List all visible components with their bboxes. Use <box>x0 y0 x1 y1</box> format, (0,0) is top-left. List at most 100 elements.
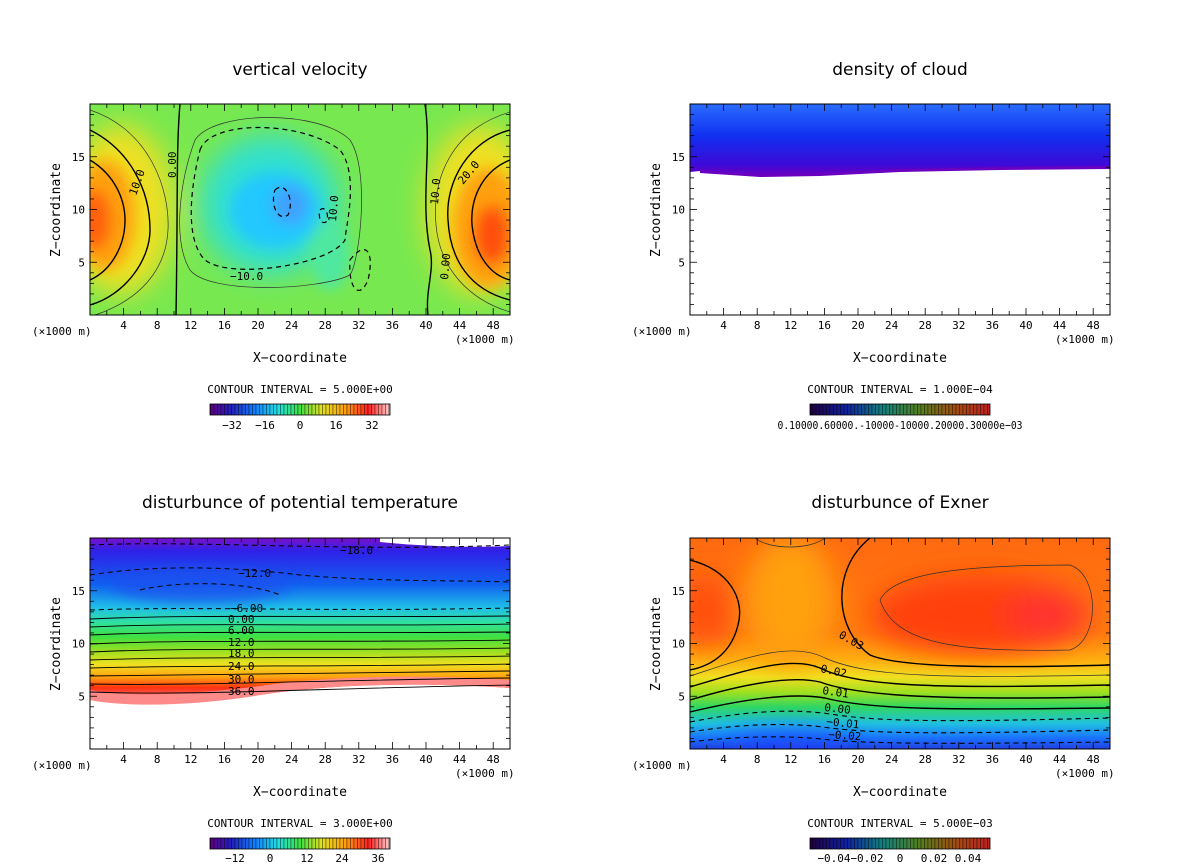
contour-label: −18.0 <box>340 544 373 557</box>
contour-lines <box>90 615 510 694</box>
x-tick-label: 44 <box>1053 319 1067 332</box>
colorbar-tick: −32 <box>222 419 242 432</box>
unit-label: (×1000 m) <box>455 333 515 346</box>
x-axis-label: X−coordinate <box>253 785 347 800</box>
panel-title: disturbunce of Exner <box>811 493 988 513</box>
unit-label: (×1000 m) <box>1055 333 1115 346</box>
x-axis-label: X−coordinate <box>853 785 947 800</box>
colorbar-tick: 16 <box>329 419 342 432</box>
unit-label: (×1000 m) <box>632 325 692 338</box>
unit-label: (×1000 m) <box>32 325 92 338</box>
colorbar-tick: 24 <box>335 852 349 865</box>
x-tick-label: 8 <box>154 319 161 332</box>
y-tick-label: 5 <box>78 256 85 269</box>
x-tick-label: 32 <box>952 753 965 766</box>
y-tick-label: 15 <box>72 151 85 164</box>
y-tick-label: 5 <box>78 690 85 703</box>
y-tick-label: 5 <box>678 690 685 703</box>
x-tick-label: 4 <box>120 753 127 766</box>
contour-lines-negative <box>690 710 1110 744</box>
contour-interval: CONTOUR INTERVAL = 5.000E−03 <box>807 817 992 830</box>
contour-lines-thin <box>690 538 1110 677</box>
colorbar-tick: 36 <box>371 852 384 865</box>
x-tick-label: 28 <box>319 319 332 332</box>
x-axis-label: X−coordinate <box>853 351 947 366</box>
colorbar-tick: 0 <box>297 419 304 432</box>
x-tick-label: 40 <box>1019 319 1032 332</box>
y-axis-label: Z−coordinate <box>649 163 664 257</box>
unit-label: (×1000 m) <box>632 759 692 772</box>
colorbar-tick: −12 <box>225 852 245 865</box>
y-axis-label: Z−coordinate <box>49 163 64 257</box>
contour-label: 24.0 <box>228 660 255 673</box>
x-tick-label: 4 <box>120 319 127 332</box>
x-tick-label: 8 <box>754 319 761 332</box>
unit-label: (×1000 m) <box>1055 767 1115 780</box>
x-tick-label: 24 <box>885 319 899 332</box>
x-tick-label: 48 <box>1087 753 1100 766</box>
y-tick-label: 15 <box>672 151 685 164</box>
x-tick-label: 36 <box>386 319 399 332</box>
x-tick-label: 36 <box>986 319 999 332</box>
contour-label: 0.00 <box>438 253 453 281</box>
x-tick-label: 48 <box>487 319 500 332</box>
colorbar: −12 0 12 24 36 <box>209 837 391 865</box>
x-tick-label: 16 <box>818 319 831 332</box>
contour-label: 0.00 <box>824 701 852 717</box>
contour-label: 12.0 <box>228 636 255 649</box>
x-tick-label: 48 <box>487 753 500 766</box>
panel-potential-temperature: disturbunce of potential temperature <box>32 493 515 865</box>
colorbar: 0.10000.60000.-10000-10000.20000.30000e−… <box>778 403 1023 432</box>
colorbar-tick: −16 <box>255 419 275 432</box>
contour-label: 36.0 <box>228 685 255 698</box>
contour-lines-negative <box>190 126 371 291</box>
x-tick-label: 20 <box>251 753 264 766</box>
field-plot <box>690 104 1110 315</box>
contour-interval: CONTOUR INTERVAL = 3.000E+00 <box>207 817 392 830</box>
contour-label: 30.0 <box>228 673 255 686</box>
x-tick-label: 32 <box>952 319 965 332</box>
x-tick-label: 4 <box>720 753 727 766</box>
x-tick-label: 40 <box>1019 753 1032 766</box>
x-tick-label: 36 <box>386 753 399 766</box>
x-tick-label: 16 <box>818 753 831 766</box>
x-tick-label: 24 <box>285 753 299 766</box>
colorbar-tick: 12 <box>300 852 313 865</box>
x-tick-label: 16 <box>218 319 231 332</box>
y-tick-label: 10 <box>72 638 85 651</box>
x-tick-label: 24 <box>885 753 899 766</box>
unit-label: (×1000 m) <box>455 767 515 780</box>
y-tick-label: 10 <box>672 204 685 217</box>
contour-lines <box>690 538 1110 713</box>
x-tick-label: 12 <box>184 319 197 332</box>
x-tick-label: 8 <box>754 753 761 766</box>
contour-label: −10.0 <box>230 270 263 283</box>
x-axis-label: X−coordinate <box>253 351 347 366</box>
field-plot <box>90 104 510 315</box>
colorbar-tick: 0 <box>267 852 274 865</box>
contour-label: −0.01 <box>826 715 860 731</box>
panel-vertical-velocity: vertical velocity <box>32 60 515 432</box>
x-tick-label: 16 <box>218 753 231 766</box>
x-tick-label: 24 <box>285 319 299 332</box>
y-axis-label: Z−coordinate <box>49 597 64 691</box>
colorbar-tick: 0 <box>897 852 904 865</box>
contour-label: 6.00 <box>228 624 255 637</box>
x-tick-label: 4 <box>720 319 727 332</box>
colorbar: −32 −16 0 16 32 <box>209 403 391 432</box>
x-tick-label: 8 <box>154 753 161 766</box>
x-tick-label: 44 <box>1053 753 1067 766</box>
contour-label: −12.0 <box>238 567 271 580</box>
contour-label: 0.01 <box>822 684 850 701</box>
x-tick-label: 32 <box>352 319 365 332</box>
x-tick-label: 20 <box>851 319 864 332</box>
x-tick-label: 48 <box>1087 319 1100 332</box>
colorbar-tick-labels: 0.10000.60000.-10000-10000.20000.30000e−… <box>778 419 1023 432</box>
contour-label: 10.0 <box>428 178 443 206</box>
unit-label: (×1000 m) <box>32 759 92 772</box>
panel-density-of-cloud: density of cloud 4 8 12 16 20 24 28 32 36 40 44 485… <box>632 60 1115 432</box>
